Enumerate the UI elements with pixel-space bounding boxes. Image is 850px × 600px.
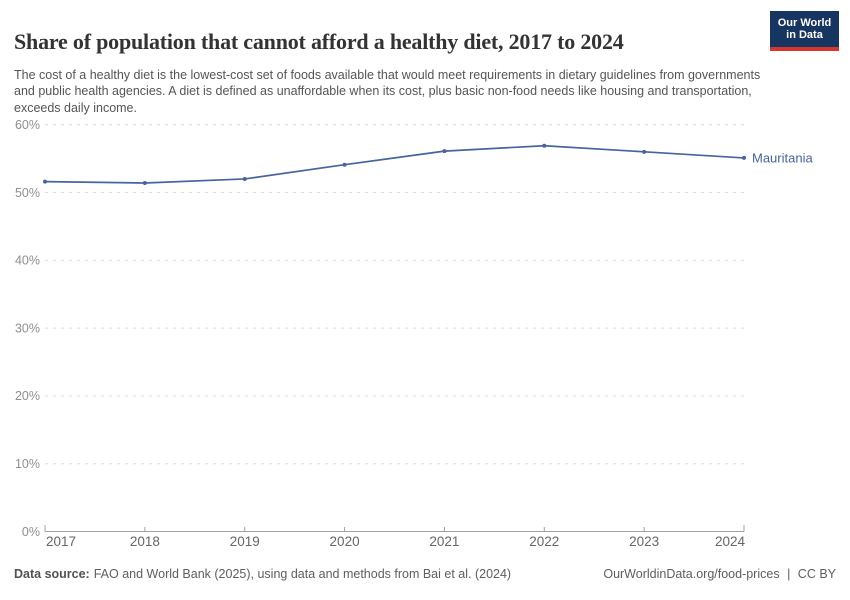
- data-source-text: FAO and World Bank (2025), using data an…: [93, 567, 512, 581]
- y-axis-tick-label: 10%: [15, 457, 40, 471]
- y-axis-tick-label: 30%: [15, 321, 40, 335]
- x-axis-tick-label: 2017: [46, 534, 76, 549]
- y-axis-tick-label: 60%: [15, 118, 40, 132]
- y-axis-tick-label: 0%: [22, 525, 40, 539]
- chart-footer: Data source: FAO and World Bank (2025), u…: [14, 567, 836, 581]
- data-point: [642, 149, 647, 154]
- x-axis-tick-label: 2024: [715, 534, 746, 549]
- y-axis-tick-label: 20%: [15, 389, 40, 403]
- x-axis-tick-label: 2022: [529, 534, 559, 549]
- data-point: [242, 176, 247, 181]
- footer-separator: |: [787, 567, 791, 581]
- y-axis-tick-label: 50%: [15, 186, 40, 200]
- footer-right: OurWorldinData.org/food-prices | CC BY: [599, 567, 836, 581]
- data-source-note: Data source: FAO and World Bank (2025), u…: [14, 567, 511, 581]
- data-point: [442, 149, 447, 154]
- owid-logo[interactable]: Our World in Data: [770, 11, 839, 51]
- page-title: Share of population that cannot afford a…: [14, 28, 624, 54]
- series-end-label: Mauritania: [752, 150, 813, 165]
- x-axis-tick-label: 2020: [330, 534, 360, 549]
- x-axis-tick-label: 2021: [429, 534, 459, 549]
- owid-logo-line1: Our World: [777, 16, 832, 29]
- chart-subtitle: The cost of a healthy diet is the lowest…: [14, 67, 761, 115]
- x-axis-tick-label: 2023: [629, 534, 659, 549]
- data-source-label: Data source:: [14, 567, 90, 581]
- data-point: [142, 181, 147, 186]
- data-point: [43, 179, 47, 184]
- x-axis-tick-label: 2018: [130, 534, 160, 549]
- data-point: [742, 155, 746, 160]
- series-line: [44, 144, 745, 184]
- data-point: [342, 162, 347, 167]
- owid-logo-line2: in Data: [786, 29, 823, 41]
- y-axis-tick-label: 40%: [15, 254, 40, 268]
- license-badge: CC BY: [797, 567, 836, 581]
- x-axis-tick-label: 2019: [230, 534, 260, 549]
- footer-link[interactable]: OurWorldinData.org/food-prices: [603, 567, 780, 581]
- owid-logo-text: Our World in Data: [778, 17, 832, 42]
- data-point: [542, 143, 547, 148]
